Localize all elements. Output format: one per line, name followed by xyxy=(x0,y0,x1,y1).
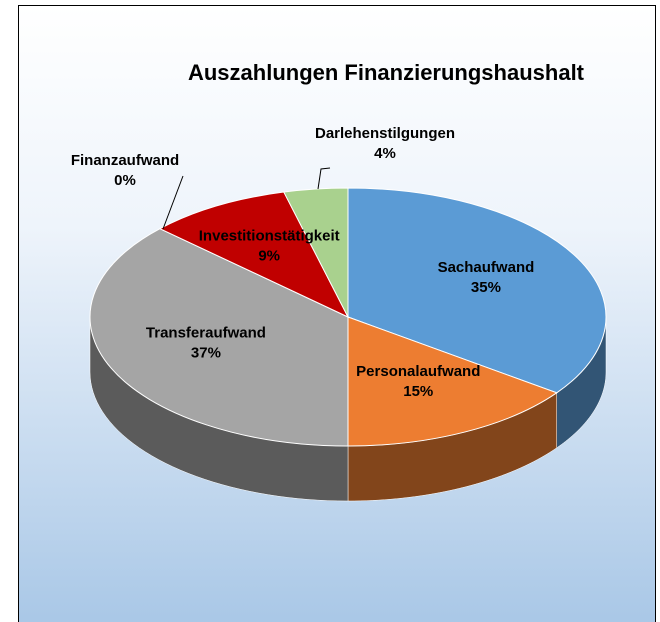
data-label-name: Personalaufwand xyxy=(356,363,480,380)
data-label-value: 9% xyxy=(258,247,280,264)
slice xyxy=(347,316,558,447)
data-label-name: Sachaufwand xyxy=(438,259,535,276)
data-label-name: Transferaufwand xyxy=(146,325,266,342)
leader-line xyxy=(162,175,184,230)
data-label-value: 15% xyxy=(403,383,433,400)
data-label-value: 4% xyxy=(374,145,396,162)
slice xyxy=(158,191,350,319)
slice xyxy=(89,228,349,447)
slice xyxy=(283,187,349,318)
data-label-name: Finanzaufwand xyxy=(71,152,179,169)
data-label-name: Investitionstätigkeit xyxy=(199,227,340,244)
data-label-value: 37% xyxy=(191,345,221,362)
leader-line xyxy=(317,167,331,190)
labels: Sachaufwand 35% Personalaufwand 15% Transfer… xyxy=(71,125,534,400)
data-label-name: Darlehenstilgungen xyxy=(315,125,455,142)
chart-title: Auszahlungen Finanzierungshaushalt xyxy=(188,60,585,85)
pie xyxy=(89,187,607,502)
slice xyxy=(347,187,607,394)
data-label-value: 0% xyxy=(114,172,136,189)
data-label-value: 35% xyxy=(471,279,501,296)
